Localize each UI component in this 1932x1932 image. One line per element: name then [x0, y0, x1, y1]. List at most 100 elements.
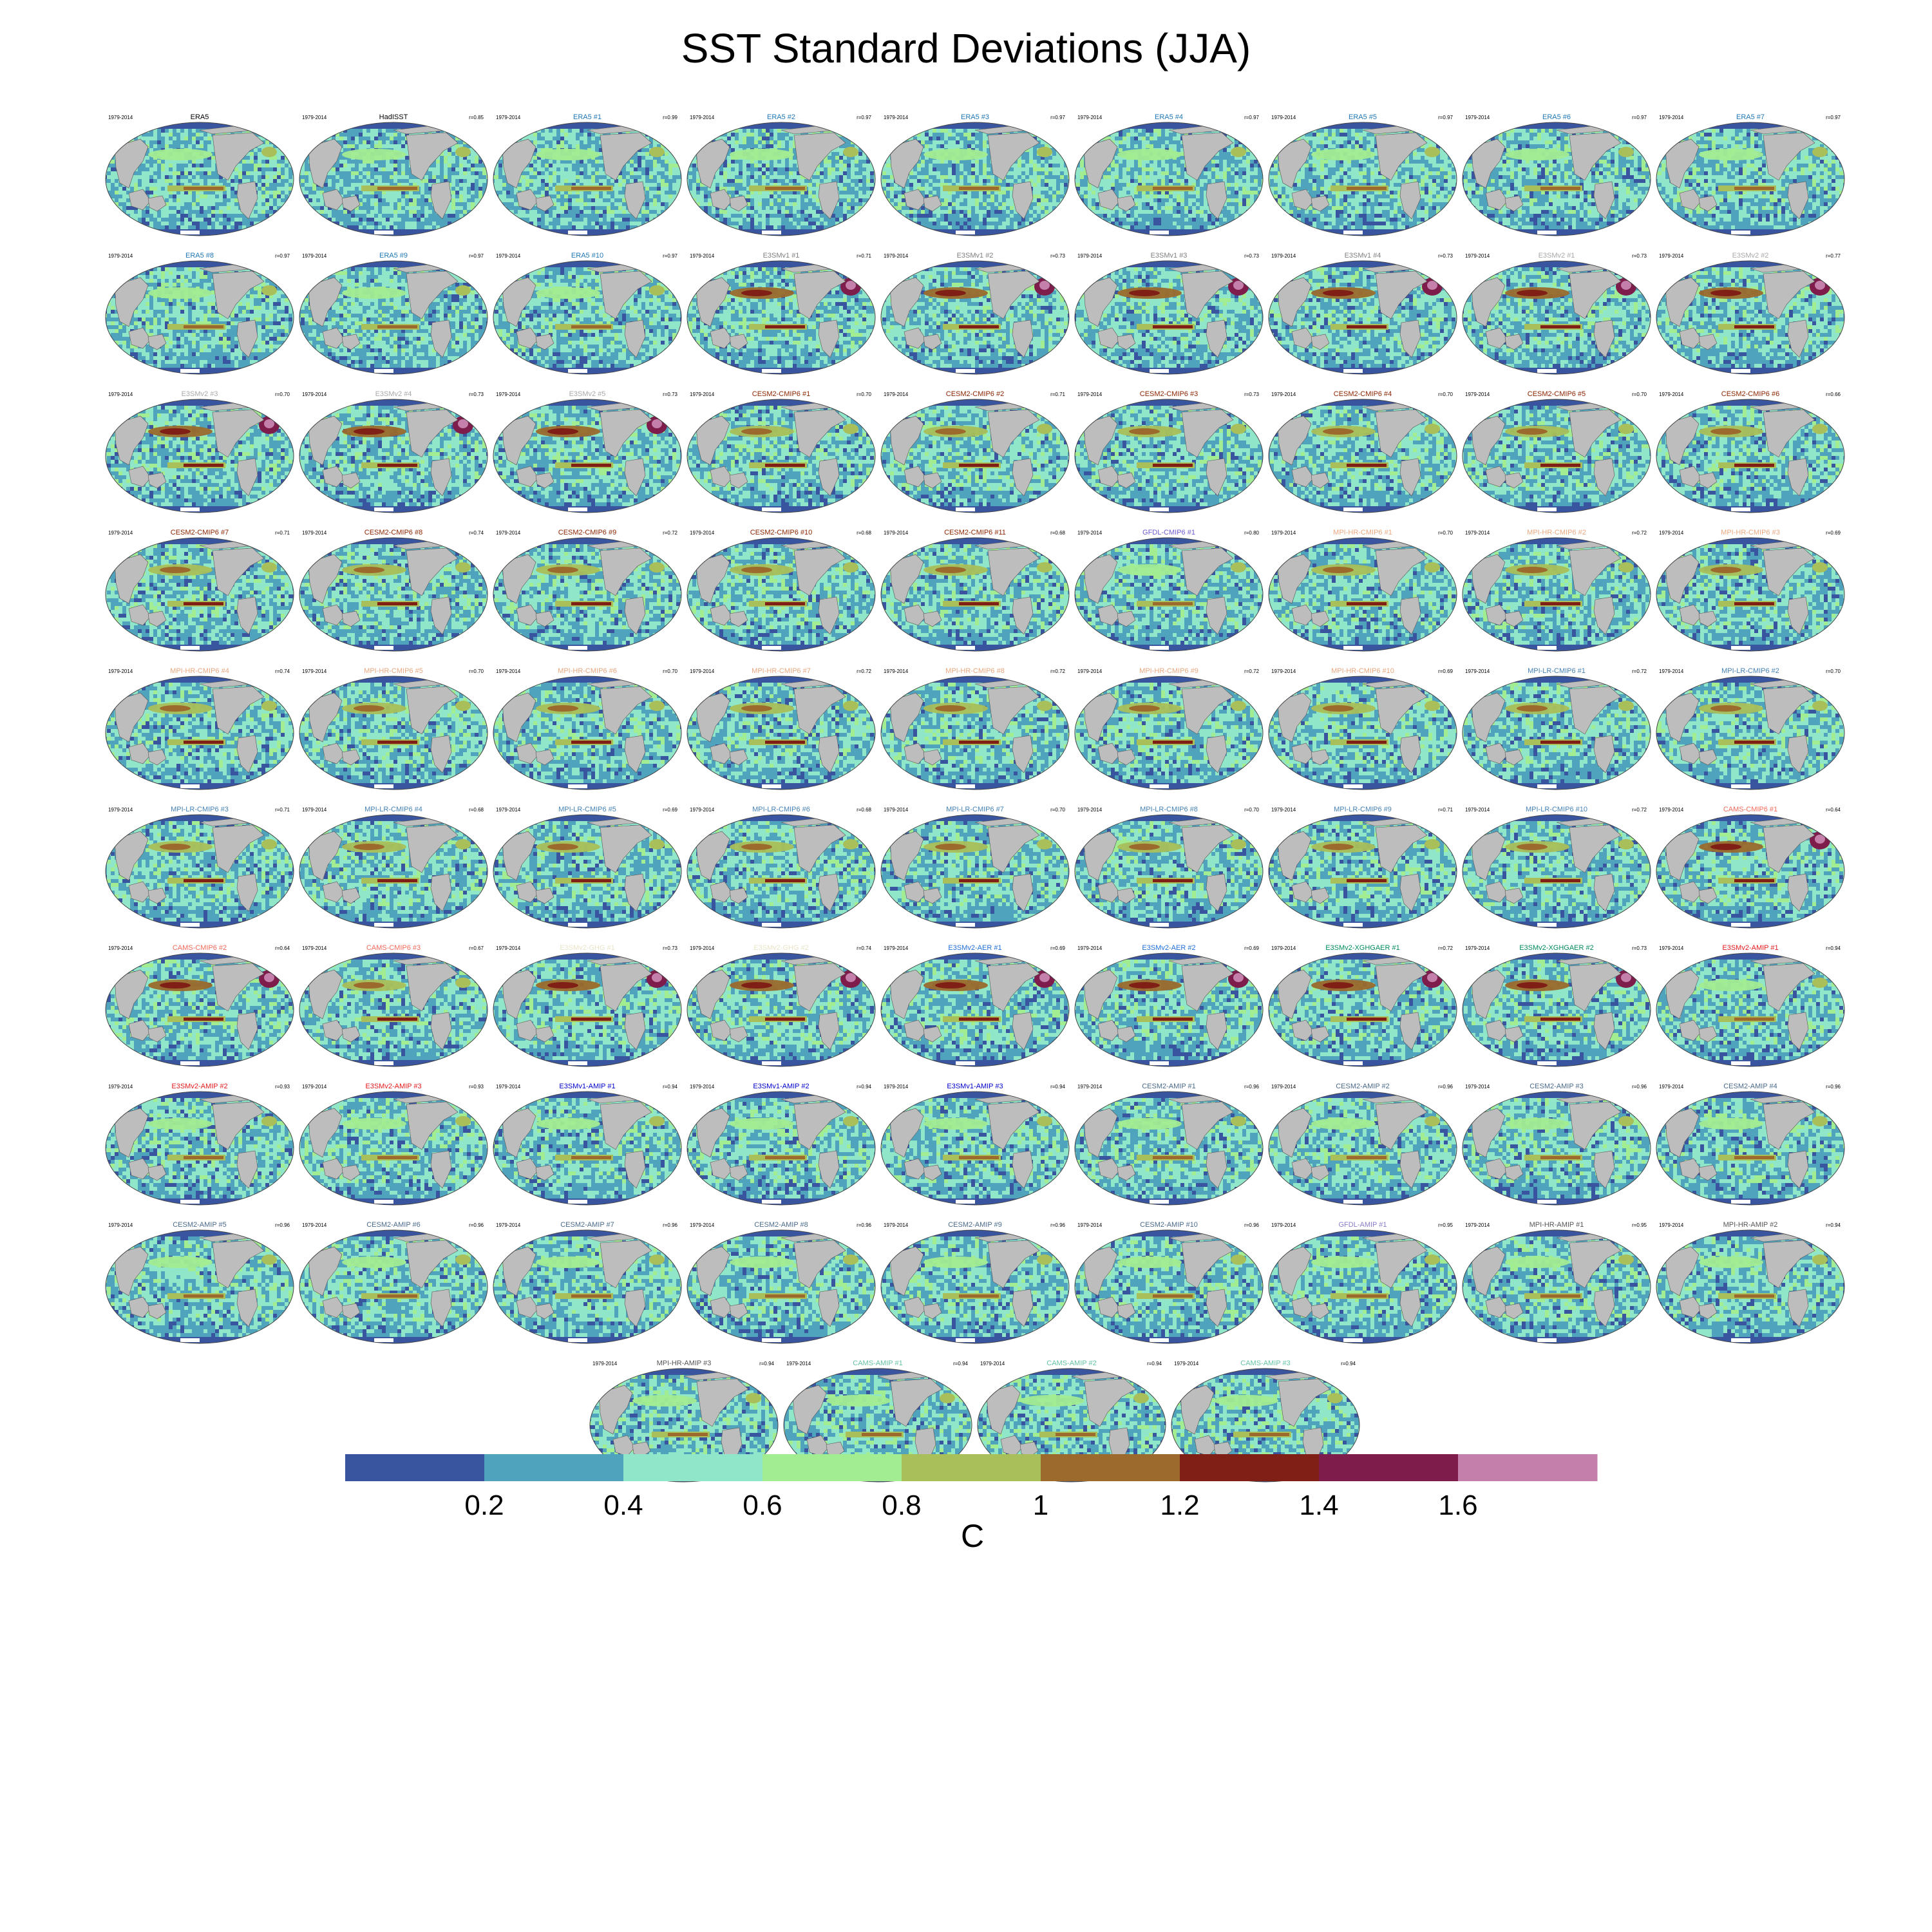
period-label: 1979-2014	[496, 115, 520, 120]
period-label: 1979-2014	[690, 115, 714, 120]
sst-map	[1460, 813, 1653, 929]
period-label: 1979-2014	[690, 668, 714, 674]
sst-map	[878, 260, 1072, 375]
correlation-label: r=0.70	[1632, 392, 1647, 397]
map-panel: 1979-2014 CESM2-CMIP6 #5 r=0.70	[1460, 386, 1653, 515]
panel-title: CESM2-CMIP6 #10	[723, 529, 839, 536]
map-panel: 1979-2014 MPI-HR-CMIP6 #1 r=0.70	[1266, 525, 1459, 654]
panel-title: CESM2-AMIP #2	[1305, 1083, 1421, 1090]
correlation-label: r=0.71	[1438, 807, 1453, 813]
sst-map	[878, 813, 1072, 929]
panel-title: ERA5 #10	[529, 252, 645, 260]
correlation-label: r=0.96	[1244, 1084, 1259, 1090]
period-label: 1979-2014	[496, 530, 520, 536]
correlation-label: r=0.64	[275, 945, 290, 951]
map-panel: 1979-2014 E3SMv2 #1 r=0.73	[1460, 248, 1653, 377]
correlation-label: r=0.70	[1050, 807, 1065, 813]
period-label: 1979-2014	[884, 392, 908, 397]
correlation-label: r=0.64	[1826, 807, 1841, 813]
period-label: 1979-2014	[1077, 1222, 1102, 1228]
map-panel: 1979-2014 E3SMv2 #5 r=0.73	[491, 386, 684, 515]
correlation-label: r=0.94	[1826, 945, 1841, 951]
panel-title: CESM2-AMIP #9	[917, 1221, 1033, 1229]
period-label: 1979-2014	[302, 392, 327, 397]
correlation-label: r=0.74	[469, 530, 484, 536]
panel-title: GFDL-AMIP #1	[1305, 1221, 1421, 1229]
correlation-label: r=0.97	[1050, 115, 1065, 120]
panel-title: ERA5 #2	[723, 113, 839, 121]
sst-map	[103, 536, 296, 652]
map-panel: 1979-2014 MPI-HR-CMIP6 #7 r=0.72	[685, 663, 878, 792]
period-label: 1979-2014	[1465, 253, 1490, 259]
period-label: 1979-2014	[690, 945, 714, 951]
panel-title: MPI-HR-AMIP #1	[1499, 1221, 1615, 1229]
period-label: 1979-2014	[108, 1222, 133, 1228]
map-panel: 1979-2014 MPI-LR-CMIP6 #8 r=0.70	[1072, 802, 1265, 931]
map-panel: 1979-2014 MPI-HR-CMIP6 #6 r=0.70	[491, 663, 684, 792]
correlation-label: r=0.97	[1438, 115, 1453, 120]
panel-title: CESM2-AMIP #1	[1111, 1083, 1227, 1090]
correlation-label: r=0.73	[1050, 253, 1065, 259]
correlation-label: r=0.70	[469, 668, 484, 674]
correlation-label: r=0.70	[1438, 530, 1453, 536]
sst-map	[1654, 675, 1847, 791]
map-panel: 1979-2014 MPI-HR-AMIP #1 r=0.95	[1460, 1217, 1653, 1346]
sst-map	[1460, 121, 1653, 237]
correlation-label: r=0.73	[1632, 253, 1647, 259]
period-label: 1979-2014	[302, 807, 327, 813]
panel-title: CESM2-AMIP #4	[1692, 1083, 1808, 1090]
map-panel: 1979-2014 E3SMv2-AER #1 r=0.69	[878, 940, 1072, 1069]
panel-title: CESM2-CMIP6 #3	[1111, 390, 1227, 398]
correlation-label: r=0.97	[275, 253, 290, 259]
map-panel: 1979-2014 MPI-HR-CMIP6 #9 r=0.72	[1072, 663, 1265, 792]
period-label: 1979-2014	[1465, 1222, 1490, 1228]
panel-title: ERA5 #4	[1111, 113, 1227, 121]
sst-map	[685, 675, 878, 791]
correlation-label: r=0.72	[1632, 530, 1647, 536]
sst-map	[975, 1367, 1168, 1483]
panel-title: MPI-LR-CMIP6 #5	[529, 806, 645, 813]
sst-map	[1654, 536, 1847, 652]
sst-map	[491, 813, 684, 929]
panel-title: CESM2-CMIP6 #9	[529, 529, 645, 536]
period-label: 1979-2014	[690, 530, 714, 536]
period-label: 1979-2014	[1077, 1084, 1102, 1090]
correlation-label: r=0.69	[1244, 945, 1259, 951]
period-label: 1979-2014	[108, 668, 133, 674]
correlation-label: r=0.71	[857, 253, 871, 259]
panel-title: MPI-HR-CMIP6 #8	[917, 667, 1033, 675]
map-panel: 1979-2014 CAMS-AMIP #1 r=0.94	[781, 1356, 974, 1484]
sst-map	[1460, 398, 1653, 514]
map-panel: 1979-2014 MPI-HR-CMIP6 #4 r=0.74	[103, 663, 296, 792]
period-label: 1979-2014	[1271, 253, 1296, 259]
panel-title: CESM2-CMIP6 #4	[1305, 390, 1421, 398]
sst-map	[103, 398, 296, 514]
correlation-label: r=0.73	[1244, 253, 1259, 259]
correlation-label: r=0.71	[275, 530, 290, 536]
sst-map	[1072, 536, 1265, 652]
map-panel: 1979-2014 ERA5 #6 r=0.97	[1460, 109, 1653, 238]
panel-title: CESM2-AMIP #3	[1499, 1083, 1615, 1090]
period-label: 1979-2014	[1465, 945, 1490, 951]
sst-map	[685, 1090, 878, 1206]
period-label: 1979-2014	[1465, 392, 1490, 397]
sst-map	[1072, 952, 1265, 1068]
panel-title: MPI-LR-CMIP6 #9	[1305, 806, 1421, 813]
sst-map	[1654, 121, 1847, 237]
correlation-label: r=0.95	[1438, 1222, 1453, 1228]
period-label: 1979-2014	[690, 253, 714, 259]
sst-map	[297, 1090, 490, 1206]
period-label: 1979-2014	[884, 945, 908, 951]
period-label: 1979-2014	[1271, 945, 1296, 951]
sst-map	[587, 1367, 781, 1483]
correlation-label: r=0.94	[1341, 1361, 1356, 1367]
correlation-label: r=0.94	[857, 1084, 871, 1090]
correlation-label: r=0.94	[1147, 1361, 1162, 1367]
correlation-label: r=0.70	[1244, 807, 1259, 813]
period-label: 1979-2014	[1077, 807, 1102, 813]
period-label: 1979-2014	[1659, 392, 1683, 397]
period-label: 1979-2014	[496, 945, 520, 951]
panel-title: E3SMv2 #4	[336, 390, 451, 398]
map-panel: 1979-2014 CESM2-CMIP6 #3 r=0.73	[1072, 386, 1265, 515]
map-panel: 1979-2014 E3SMv2 #2 r=0.77	[1654, 248, 1847, 377]
